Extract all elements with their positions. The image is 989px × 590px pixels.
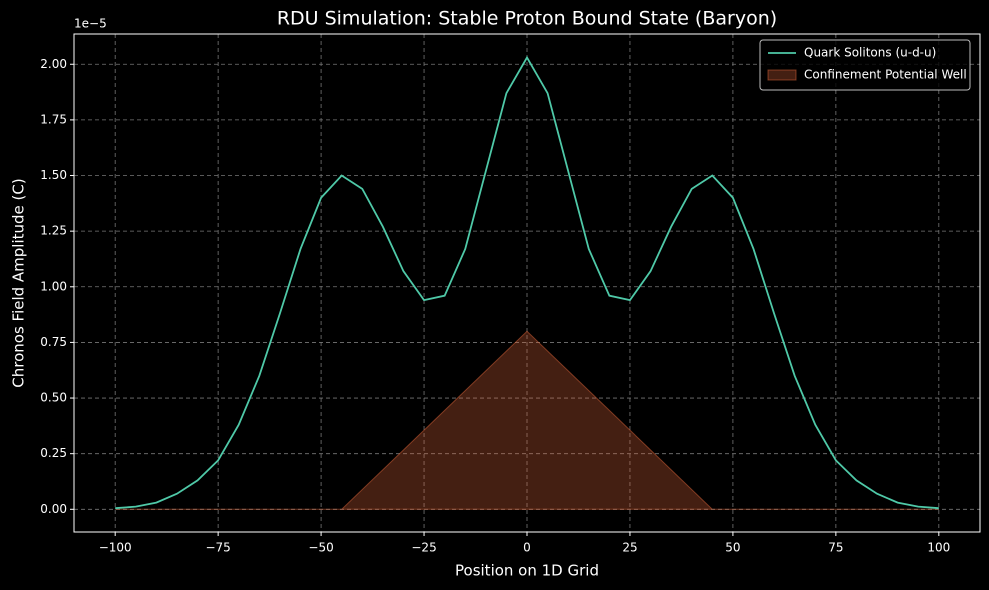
y-tick-label: 0.00 xyxy=(40,502,67,516)
y-tick-label: 1.25 xyxy=(40,224,67,238)
x-tick-label: 100 xyxy=(927,541,950,555)
legend-label: Confinement Potential Well xyxy=(804,68,967,82)
y-tick-label: 0.25 xyxy=(40,446,67,460)
x-tick-label: 25 xyxy=(622,541,637,555)
y-tick-label: 0.50 xyxy=(40,391,67,405)
x-tick-label: 0 xyxy=(523,541,531,555)
area xyxy=(115,330,939,510)
y-tick-label: 1.50 xyxy=(40,168,67,182)
x-tick-label: −100 xyxy=(99,541,132,555)
y-axis-label: Chronos Field Amplitude (C) xyxy=(10,178,28,387)
y-tick-label: 2.00 xyxy=(40,57,67,71)
x-tick-label: 50 xyxy=(725,541,740,555)
y-tick-label: 0.75 xyxy=(40,335,67,349)
x-tick-label: −50 xyxy=(308,541,333,555)
x-axis-label: Position on 1D Grid xyxy=(455,562,599,580)
axes-frame xyxy=(73,33,981,533)
y-offset-label: 1e−5 xyxy=(74,17,107,31)
chart-title: RDU Simulation: Stable Proton Bound Stat… xyxy=(277,8,777,30)
line xyxy=(115,55,939,510)
y-tick-label: 1.00 xyxy=(40,279,67,293)
legend-label: Quark Solitons (u-d-u) xyxy=(804,46,936,60)
y-tick-label: 1.75 xyxy=(40,112,67,126)
x-tick-label: 75 xyxy=(828,541,843,555)
legend-swatch xyxy=(767,69,797,81)
legend-box xyxy=(759,39,971,91)
x-tick-label: −75 xyxy=(205,541,230,555)
x-tick-label: −25 xyxy=(411,541,436,555)
